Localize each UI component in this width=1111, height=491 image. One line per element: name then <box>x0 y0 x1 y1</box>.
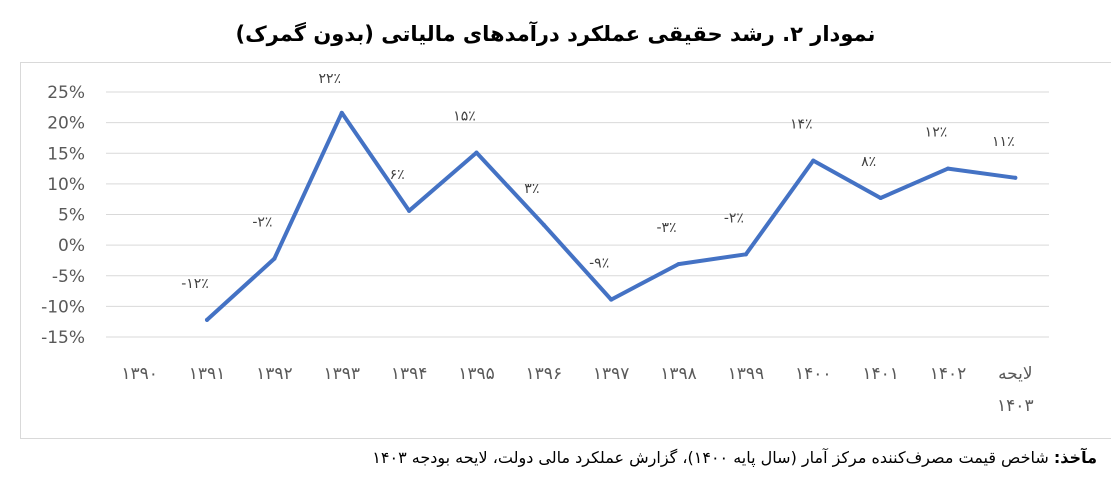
y-tick-label: 5% <box>58 206 85 226</box>
x-tick-label: ۱۳۹۰ <box>121 364 158 384</box>
data-point <box>609 297 614 302</box>
data-label: -۲٪ <box>252 215 272 231</box>
source-label: مآخذ: <box>1053 448 1097 467</box>
x-tick-label: ۱۳۹۹ <box>728 364 765 384</box>
chart-frame: 25% 20% 15% 10% 5% 0% -5% -10% -15% ۱۳۹۰ ۱۳۹۱ ۱۳۹۲ ۱… <box>20 62 1111 439</box>
data-label: ۱۱٪ <box>992 134 1015 150</box>
data-point <box>945 166 950 171</box>
y-tick-label: 15% <box>47 144 85 164</box>
data-point <box>811 158 816 163</box>
x-tick-label: ۱۴۰۲ <box>930 364 967 384</box>
y-tick-label: 10% <box>47 175 85 195</box>
data-point <box>676 262 681 267</box>
x-tick-label: ۱۳۹۶ <box>526 364 563 384</box>
source-text: شاخص قیمت مصرف‌کننده مرکز آمار (سال پایه… <box>372 448 1054 467</box>
data-label: -۱۲٪ <box>181 276 209 292</box>
y-tick-label: 0% <box>58 236 85 256</box>
data-label: ۲۲٪ <box>318 71 341 87</box>
data-label: ۸٪ <box>861 154 876 170</box>
data-point <box>743 252 748 257</box>
x-tick-label: لایحه <box>998 364 1033 384</box>
data-label: ۱۵٪ <box>453 109 476 125</box>
data-point <box>474 150 479 155</box>
y-tick-label: 25% <box>47 83 85 103</box>
data-label: ۱۴٪ <box>790 117 813 133</box>
series-line <box>205 110 1018 322</box>
data-point <box>407 208 412 213</box>
x-tick-label: ۱۴۰۳ <box>997 396 1034 416</box>
x-tick-label: ۱۳۹۲ <box>256 364 293 384</box>
y-tick-label: -15% <box>41 328 85 348</box>
data-label: ۶٪ <box>390 167 405 183</box>
y-tick-label: -5% <box>52 267 85 287</box>
x-tick-label: ۱۳۹۴ <box>391 364 428 384</box>
data-point <box>339 110 344 115</box>
data-point <box>1013 175 1018 180</box>
data-point <box>541 222 546 227</box>
data-label: ۱۲٪ <box>925 125 948 141</box>
x-tick-label: ۱۳۹۱ <box>189 364 226 384</box>
data-point <box>205 317 210 322</box>
x-tick-label: ۱۳۹۷ <box>593 364 630 384</box>
source-note: مآخذ: شاخص قیمت مصرف‌کننده مرکز آمار (سا… <box>372 448 1097 467</box>
data-label: ۳٪ <box>524 181 539 197</box>
data-point <box>272 256 277 261</box>
x-tick-label: ۱۳۹۳ <box>323 364 360 384</box>
chart-title: نمودار ۲. رشد حقیقی عملکرد درآمدهای مالی… <box>235 22 876 46</box>
data-point <box>878 195 883 200</box>
data-label: -۹٪ <box>589 256 609 272</box>
line-chart: 25% 20% 15% 10% 5% 0% -5% -10% -15% ۱۳۹۰ ۱۳۹۱ ۱۳۹۲ ۱… <box>41 71 1049 416</box>
y-tick-label: -10% <box>41 297 85 317</box>
y-tick-label: 20% <box>47 114 85 134</box>
data-label: -۳٪ <box>656 220 676 236</box>
data-label: -۲٪ <box>724 210 744 226</box>
x-tick-label: ۱۴۰۱ <box>862 364 899 384</box>
x-tick-label: ۱۴۰۰ <box>795 364 832 384</box>
x-tick-label: ۱۳۹۸ <box>660 364 697 384</box>
x-tick-label: ۱۳۹۵ <box>458 364 495 384</box>
